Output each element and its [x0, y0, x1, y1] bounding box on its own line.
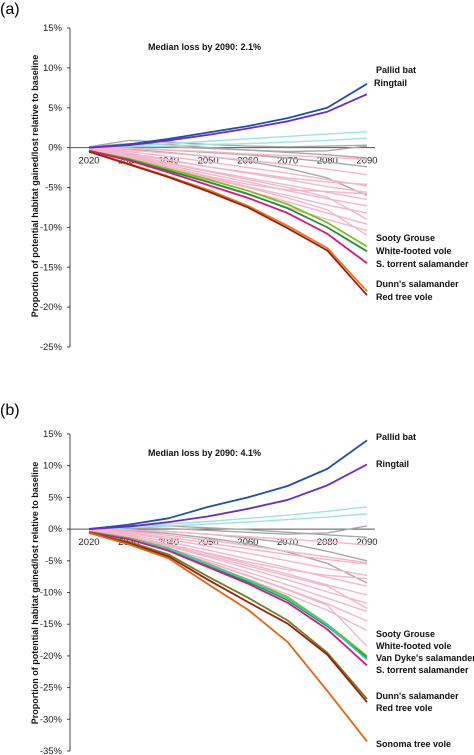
panel-b-y-tick-label: -35%: [40, 746, 63, 755]
panel-a-label-sooty-grouse: Sooty Grouse: [376, 233, 435, 243]
panel-a: (a) Proportion of potential habitat gain…: [0, 1, 469, 353]
panel-a-series-labels: Pallid bat Ringtail Sooty Grouse White-foot…: [374, 65, 469, 302]
panel-b-letter: (b): [0, 402, 20, 419]
panel-a-y-tick-label: -10%: [40, 222, 63, 233]
panel-a-line-pallid-bat: [88, 83, 368, 149]
panel-b: (b) Proportion of potential habitat gain…: [0, 402, 474, 755]
panel-a-background-line: [88, 148, 368, 195]
panel-b-y-tick-label: -25%: [40, 683, 63, 694]
panel-a-line-s-torrent-salamander: [88, 149, 368, 264]
panel-b-line-s-torrent-salamander: [88, 531, 368, 667]
panel-b-label-pallid-bat: Pallid bat: [376, 432, 416, 442]
panel-b-label-white-footed-vole: White-footed vole: [376, 641, 452, 651]
panel-a-background-line: [88, 149, 368, 207]
panel-a-axes: 15%10%5%0%-5%-10%-15%-20%-25%2020 2030 204…: [40, 23, 378, 353]
panel-b-y-tick-label: 15%: [43, 429, 63, 440]
panel-a-y-axis-label: Proportion of potential habitat gained/l…: [30, 55, 40, 318]
panel-b-y-tick-label: -20%: [40, 651, 63, 662]
panel-a-background-line: [88, 147, 368, 176]
panel-b-background-line: [88, 528, 368, 546]
panel-b-line-red-tree-vole: [88, 532, 368, 703]
panel-a-y-tick-label: -5%: [45, 183, 62, 194]
panel-a-median-annotation: Median loss by 2090: 2.1%: [148, 42, 261, 52]
panel-b-label-ringtail: Ringtail: [376, 459, 409, 469]
panel-b-y-tick-label: -15%: [40, 619, 63, 630]
panel-b-background-line: [88, 528, 368, 584]
panel-b-x-tick-label: 2060: [237, 537, 258, 548]
panel-b-label-dunn-s-salamander: Dunn's salamander: [376, 691, 459, 701]
panel-b-y-tick-label: 10%: [43, 461, 63, 472]
panel-a-background-line: [88, 137, 368, 149]
panel-a-label-red-tree-vole: Red tree vole: [376, 292, 433, 302]
panel-b-background-line: [88, 530, 368, 647]
panel-a-label-dunn-s-salamander: Dunn's salamander: [376, 279, 459, 289]
panel-b-y-axis-label: Proportion of potential habitat gained/l…: [30, 462, 40, 725]
panel-b-x-tick-label: 2040: [158, 537, 179, 548]
panel-a-x-tick-label: 2050: [198, 156, 219, 167]
panel-a-background-line: [88, 130, 368, 149]
panel-b-median-annotation: Median loss by 2090: 4.1%: [148, 448, 261, 458]
panel-b-y-tick-label: -10%: [40, 588, 63, 599]
panel-b-background-line: [88, 530, 368, 609]
panel-b-line-ringtail: [88, 463, 368, 530]
panel-b-x-tick-label: 2090: [356, 537, 377, 548]
panel-a-x-tick-label: 2040: [158, 156, 179, 167]
panel-b-y-tick-label: 0%: [48, 524, 62, 535]
panel-a-background-line: [88, 148, 368, 221]
panel-b-label-van-dyke-s-salamander: Van Dyke's salamander: [376, 653, 474, 663]
panel-b-line-sonoma-tree-vole: [88, 532, 368, 743]
panel-a-label-white-footed-vole: White-footed vole: [376, 246, 452, 256]
panel-a-background-line: [88, 147, 368, 187]
panel-b-y-tick-label: 5%: [48, 492, 62, 503]
panel-a-x-tick-label: 2070: [277, 156, 298, 167]
panel-b-background-line: [88, 529, 368, 587]
panel-a-y-tick-label: 15%: [43, 23, 63, 34]
panel-b-background-line: [88, 529, 368, 565]
panel-a-y-tick-label: 0%: [48, 143, 62, 154]
panel-b-x-tick-label: 2020: [78, 537, 99, 548]
panel-a-label-pallid-bat: Pallid bat: [376, 65, 416, 75]
panel-a-y-tick-label: -15%: [40, 262, 63, 273]
panel-b-label-sonoma-tree-vole: Sonoma tree vole: [376, 739, 451, 749]
panel-a-line-ringtail: [88, 93, 368, 149]
panel-a-background-line: [88, 148, 368, 186]
panel-b-background-line: [88, 529, 368, 577]
panel-a-y-tick-label: -25%: [40, 342, 63, 353]
panel-a-line-red-tree-vole: [88, 150, 368, 296]
panel-b-background-line: [88, 513, 368, 530]
panel-a-lines: [88, 83, 368, 296]
panel-a-label-s-torrent-salamander: S. torrent salamander: [376, 259, 469, 269]
panel-b-line-pallid-bat: [88, 439, 368, 530]
panel-b-label-red-tree-vole: Red tree vole: [376, 703, 433, 713]
panel-b-label-sooty-grouse: Sooty Grouse: [376, 629, 435, 639]
panel-a-x-tick-label: 2090: [356, 156, 377, 167]
panel-b-lines: [88, 439, 368, 743]
panel-b-x-tick-label: 2080: [317, 537, 338, 548]
panel-a-y-tick-label: 5%: [48, 103, 62, 114]
panel-b-background-line: [88, 529, 368, 564]
panel-a-x-tick-label: 2080: [317, 156, 338, 167]
panel-b-label-s-torrent-salamander: S. torrent salamander: [376, 665, 469, 675]
panel-b-y-tick-label: -30%: [40, 714, 63, 725]
panel-b-y-tick-label: -5%: [45, 556, 62, 567]
panel-a-background-line: [88, 146, 368, 161]
panel-b-line-dunn-s-salamander: [88, 532, 368, 700]
panel-a-background-line: [88, 139, 368, 148]
panel-a-y-tick-label: 10%: [43, 63, 63, 74]
panel-a-y-tick-label: -20%: [40, 302, 63, 313]
panel-b-background-line: [88, 529, 368, 580]
panel-a-letter: (a): [0, 1, 20, 18]
panel-a-label-ringtail: Ringtail: [374, 78, 407, 88]
panel-a-x-tick-label: 2020: [78, 156, 99, 167]
panel-b-series-labels: Pallid bat Ringtail Sooty Grouse White-foot…: [376, 432, 474, 749]
